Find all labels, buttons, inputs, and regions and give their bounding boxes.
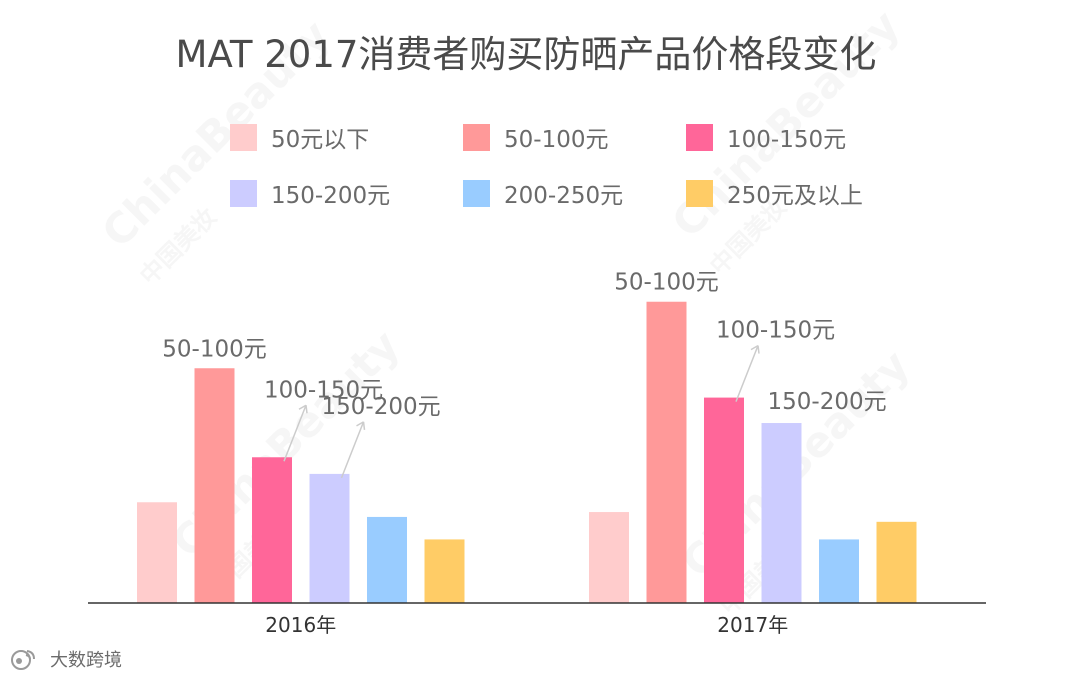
legend-label: 200-250元	[504, 183, 623, 209]
bar-2016-200-250-1-5	[367, 516, 407, 603]
legend-label: 50-100元	[504, 127, 608, 153]
bar-2017-100-150-2-3	[704, 397, 744, 603]
source-branding: 大数跨境	[11, 650, 122, 671]
bar-2016-50-100-1-2	[194, 368, 235, 603]
legend-item-250: 250元及以上	[686, 180, 863, 209]
annotation-50-100: 50-100元	[162, 336, 266, 362]
bars-layer	[137, 301, 917, 603]
legend-swatch	[686, 180, 713, 207]
x-tick-label: 2017年	[717, 613, 788, 637]
bar-2017-250-2-6	[876, 521, 917, 603]
legend-item-50: 50元以下	[230, 124, 369, 153]
legend-swatch	[230, 180, 257, 207]
bar-2016-100-150-1-3	[252, 457, 292, 603]
annotation-100-150: 100-150元	[264, 377, 383, 462]
annotation-arrow	[283, 404, 307, 462]
annotations-layer: 50-100元100-150元150-200元50-100元100-150元15…	[162, 270, 887, 479]
bar-2017-200-250-2-5	[819, 539, 859, 603]
legend-swatch	[686, 124, 713, 151]
annotation-label: 100-150元	[264, 377, 383, 403]
bar-2016-50-1-1	[137, 502, 177, 603]
bar-2017-50-100-2-2	[646, 301, 687, 603]
legend-item-50-100: 50-100元	[463, 124, 608, 153]
bar-2016-150-200-1-4	[309, 473, 350, 603]
annotation-arrowhead	[298, 404, 308, 414]
legend-label: 100-150元	[727, 127, 846, 153]
legend-item-100-150: 100-150元	[686, 124, 846, 153]
bar-2016-250-1-6	[424, 539, 465, 603]
annotation-150-200: 150-200元	[768, 389, 887, 415]
legend-swatch	[463, 124, 490, 151]
bar-2017-150-200-2-4	[761, 423, 802, 603]
legend-item-200-250: 200-250元	[463, 180, 623, 209]
annotation-50-100: 50-100元	[614, 270, 718, 296]
x-axis-ticks: 2016年 2017年	[265, 613, 788, 637]
annotation-100-150: 100-150元	[716, 318, 835, 402]
bar-2017-50-2-1	[589, 512, 629, 603]
x-tick-label: 2016年	[265, 613, 336, 637]
legend-swatch	[463, 180, 490, 207]
legend-label: 50元以下	[271, 127, 369, 153]
annotation-label: 150-200元	[768, 389, 887, 415]
annotation-arrow	[735, 345, 759, 402]
legend-label: 250元及以上	[727, 183, 863, 209]
annotation-150-200: 150-200元	[322, 394, 441, 479]
legend-label: 150-200元	[271, 183, 390, 209]
annotation-arrowhead	[750, 344, 760, 354]
annotation-arrow	[340, 421, 365, 479]
annotation-label: 50-100元	[614, 270, 718, 296]
annotation-label: 150-200元	[322, 394, 441, 420]
chart-title: MAT 2017消费者购买防晒产品价格段变化	[176, 33, 877, 76]
annotation-arrowhead	[356, 421, 366, 430]
weibo-icon	[11, 650, 35, 670]
legend: 50元以下 50-100元 100-150元 150-200元 200-250元 250元…	[230, 124, 863, 209]
annotation-label: 50-100元	[162, 336, 266, 362]
annotation-label: 100-150元	[716, 318, 835, 344]
legend-item-150-200: 150-200元	[230, 180, 390, 209]
source-name: 大数跨境	[50, 650, 122, 671]
legend-swatch	[230, 124, 257, 151]
